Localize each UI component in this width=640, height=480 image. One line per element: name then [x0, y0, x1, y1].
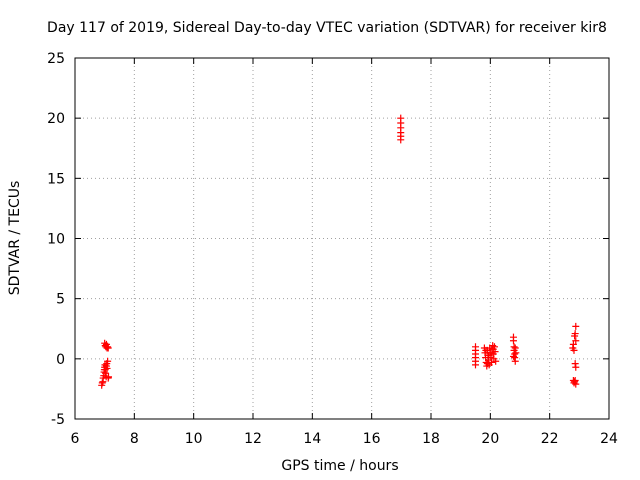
y-tick-label: -5	[51, 412, 65, 428]
chart-title: Day 117 of 2019, Sidereal Day-to-day VTE…	[47, 20, 607, 36]
x-tick-label: 12	[244, 431, 262, 447]
grid-lines	[75, 58, 609, 419]
data-point	[509, 352, 517, 360]
x-tick-label: 22	[541, 431, 559, 447]
data-point	[492, 357, 500, 365]
data-points	[98, 114, 580, 389]
data-point	[472, 361, 479, 369]
data-point	[105, 373, 113, 381]
data-point	[104, 357, 112, 365]
data-point	[569, 340, 577, 348]
data-point	[482, 346, 490, 354]
x-tick-label: 24	[600, 431, 618, 447]
y-tick-label: 10	[47, 232, 65, 248]
x-tick-label: 8	[130, 431, 139, 447]
data-point	[512, 349, 520, 357]
data-point	[511, 357, 519, 365]
y-tick-label: 15	[47, 171, 65, 187]
x-tick-label: 18	[422, 431, 440, 447]
data-point	[572, 363, 580, 371]
x-tick-label: 10	[185, 431, 203, 447]
y-tick-label: 0	[56, 352, 65, 368]
y-tick-label: 20	[47, 111, 65, 127]
y-tick-label: 5	[56, 292, 65, 308]
x-axis-label: GPS time / hours	[281, 458, 398, 474]
data-point	[103, 364, 111, 372]
data-point	[104, 344, 112, 352]
data-point	[572, 322, 580, 330]
data-point	[572, 337, 580, 345]
data-point	[397, 136, 405, 144]
data-point	[483, 360, 491, 368]
x-tick-label: 14	[303, 431, 321, 447]
data-point	[570, 346, 578, 354]
x-tick-label: 20	[481, 431, 499, 447]
data-point	[509, 337, 517, 345]
x-tick-label: 6	[71, 431, 80, 447]
x-tick-label: 16	[363, 431, 381, 447]
y-tick-labels: -5 0 5 10 15 20 25	[47, 51, 65, 428]
y-axis-label: SDTVAR / TECUs	[7, 181, 23, 296]
y-tick-label: 25	[47, 51, 65, 67]
data-point	[571, 330, 579, 338]
data-point	[572, 380, 580, 388]
plot-frame	[74, 57, 610, 420]
data-point	[488, 349, 496, 357]
x-tick-labels: 6 8 10 12 14 16 18 20 22 24	[71, 431, 618, 447]
data-point	[489, 345, 497, 353]
data-point	[488, 358, 496, 366]
